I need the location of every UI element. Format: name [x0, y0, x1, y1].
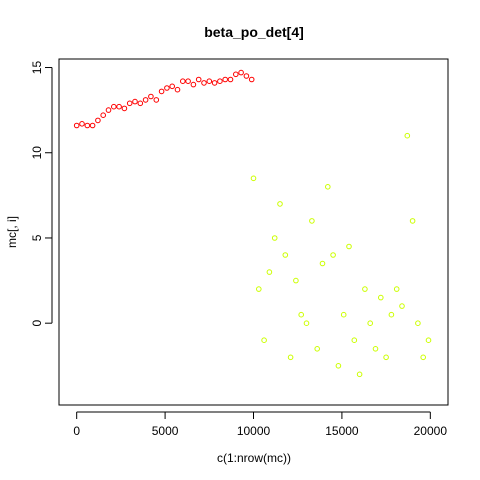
series-2-point	[293, 277, 299, 284]
y-tick-label: 5	[30, 234, 44, 241]
series-2-point	[346, 243, 352, 250]
series-2-point	[256, 286, 262, 292]
series-2-point	[362, 286, 368, 292]
series-2-point	[420, 354, 427, 361]
series-1-point	[195, 76, 202, 83]
series-2-point	[266, 269, 273, 275]
series-2-point	[309, 218, 315, 224]
series-1-point	[248, 76, 255, 83]
series-2-point	[303, 320, 310, 327]
y-tick-label: 10	[30, 146, 44, 160]
series-1-point	[190, 81, 197, 88]
series-1-point	[180, 78, 186, 84]
series-1-point	[201, 80, 207, 86]
y-axis-label: mc[, i]	[5, 216, 19, 248]
points-layer	[73, 69, 432, 378]
series-2-point	[298, 311, 305, 318]
x-tick-label: 0	[73, 424, 80, 438]
series-1-point	[105, 107, 112, 113]
series-2-point	[356, 371, 363, 378]
series-1-point	[238, 69, 244, 76]
series-2-point	[250, 175, 257, 182]
x-tick-label: 5000	[152, 424, 179, 438]
series-1-point	[233, 71, 239, 78]
series-1-point	[137, 100, 144, 107]
series-1-point	[243, 73, 250, 79]
series-2-point	[404, 132, 411, 139]
series-1-point	[174, 86, 181, 93]
plot-frame	[58, 58, 449, 406]
series-1-point	[121, 105, 128, 112]
series-1-point	[73, 122, 80, 129]
series-2-point	[425, 337, 432, 344]
series-2-point	[388, 311, 395, 318]
x-tick-label: 20000	[414, 424, 448, 438]
x-axis-label: c(1:nrow(mc))	[217, 451, 291, 465]
series-2-point	[319, 260, 326, 267]
series-2-point	[399, 303, 405, 309]
x-axis: 0 5000 10000 15000 20000	[73, 411, 448, 438]
series-1-point	[116, 103, 122, 110]
series-2-point	[282, 252, 289, 258]
series-2-point	[271, 235, 278, 241]
series-2-point	[330, 252, 336, 258]
series-1-point	[211, 80, 218, 86]
y-tick-label: 15	[30, 61, 44, 75]
series-2-point	[340, 311, 347, 318]
series-1-point	[185, 78, 191, 84]
series-2-point	[367, 320, 374, 327]
series-1-point	[148, 93, 154, 100]
series-1-point	[132, 98, 138, 105]
series-1-point	[153, 97, 160, 103]
series-2-point	[314, 346, 321, 352]
series-1-point	[164, 85, 170, 91]
series-1-point	[79, 121, 85, 127]
series-1-point	[84, 122, 91, 129]
series-1-point	[126, 100, 133, 107]
series-1-point	[217, 78, 223, 84]
series-2-point	[409, 218, 416, 224]
chart-title: beta_po_det[4]	[204, 24, 304, 40]
series-2-point	[378, 294, 384, 301]
series-1-point	[206, 78, 213, 84]
series-1-point	[142, 97, 149, 103]
series-2-point	[383, 354, 389, 361]
series-1-point	[89, 122, 96, 129]
y-axis: 0 5 10 15	[30, 61, 53, 327]
series-2-point	[287, 354, 294, 361]
x-tick-label: 10000	[237, 424, 271, 438]
series-2-point	[372, 346, 379, 352]
series-1-point	[169, 83, 175, 90]
series-2-point	[325, 184, 331, 190]
series-2-point	[335, 363, 342, 369]
series-1-point	[227, 76, 234, 83]
series-2-point	[261, 337, 267, 344]
x-tick-label: 15000	[325, 424, 359, 438]
series-2-point	[415, 320, 421, 327]
y-tick-label: 0	[30, 320, 44, 327]
series-1-point	[111, 103, 117, 110]
series-2-point	[351, 337, 358, 344]
series-1-point	[100, 112, 106, 118]
series-1-point	[222, 76, 228, 83]
series-2-point	[277, 201, 283, 207]
series-2-point	[393, 286, 400, 292]
series-1-point	[158, 88, 165, 95]
series-1-point	[95, 117, 101, 124]
